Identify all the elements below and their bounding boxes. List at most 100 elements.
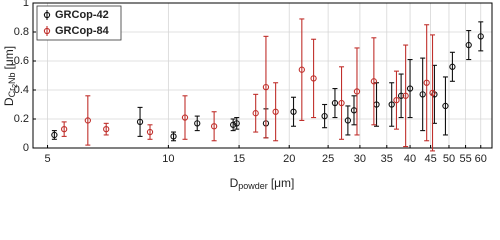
point-group: [310, 38, 317, 119]
y-tick-label: 0.4: [14, 84, 29, 96]
x-tick-label: 15: [233, 153, 245, 165]
point-group: [477, 21, 484, 52]
legend-marker: [43, 27, 51, 35]
point: [353, 88, 361, 95]
x-tick-label: 40: [404, 153, 416, 165]
point-group: [429, 34, 436, 152]
point-group: [350, 95, 358, 126]
point: [423, 79, 430, 86]
point-group: [210, 111, 218, 142]
x-tick-label: 55: [459, 153, 471, 165]
point: [170, 133, 177, 140]
point: [449, 63, 456, 70]
point: [84, 117, 91, 124]
chart: DCr2Nb[μm] Dpowder [μm] 00.20.40.60.815 10…: [2, 0, 493, 191]
point: [370, 78, 378, 85]
plot-frame: [32, 2, 493, 149]
point: [442, 102, 449, 110]
x-tick-label: 35: [381, 153, 393, 165]
x-tick-label: 60: [475, 153, 487, 165]
point-group: [194, 115, 201, 132]
legend-label: GRCop-84: [55, 25, 110, 37]
point: [61, 125, 68, 133]
point-group: [252, 93, 259, 133]
point: [272, 108, 279, 115]
x-tick-label: 20: [283, 153, 295, 165]
point-group: [449, 51, 456, 82]
y-label-sub: Cr: [7, 88, 17, 98]
point-group: [272, 82, 279, 142]
point-group: [230, 118, 237, 132]
point: [210, 123, 218, 130]
point: [262, 83, 270, 91]
x-label-unit: [μm]: [271, 176, 295, 190]
point-group: [442, 76, 449, 136]
point: [136, 118, 144, 126]
point: [230, 121, 237, 128]
point-group: [51, 130, 58, 140]
legend-box: [36, 5, 122, 41]
point-group: [103, 122, 110, 136]
point-group: [146, 124, 154, 140]
y-label-sub: 2: [12, 84, 19, 88]
point: [290, 108, 297, 115]
point: [402, 92, 409, 99]
point: [465, 41, 472, 49]
point-group: [338, 66, 345, 140]
point-group: [262, 35, 270, 139]
y-tick-label: 0.2: [14, 113, 29, 125]
point-group: [321, 103, 328, 129]
y-label-unit: [μm]: [2, 46, 16, 70]
point-group: [388, 82, 395, 127]
point-group: [370, 37, 378, 126]
point-group: [290, 96, 297, 127]
point-group: [465, 29, 472, 61]
point-group: [419, 57, 426, 132]
point-group: [406, 58, 414, 119]
x-tick-label: 30: [354, 153, 366, 165]
x-tick-label: 25: [322, 153, 334, 165]
y-label-main: D: [2, 97, 16, 106]
point: [252, 110, 259, 117]
point: [344, 117, 352, 124]
point-group: [61, 121, 68, 137]
point-group: [353, 47, 361, 136]
x-tick-label: 5: [44, 153, 50, 165]
point: [146, 128, 154, 136]
legend-label: GRCop-42: [55, 9, 109, 21]
y-axis-label: DCr2Nb [μm]: [2, 46, 19, 106]
point: [194, 120, 201, 127]
point-group: [397, 73, 405, 119]
point: [429, 89, 436, 97]
point: [298, 66, 305, 73]
point-group: [181, 95, 189, 140]
point-group: [344, 105, 352, 136]
point-group: [233, 117, 240, 130]
y-tick-label: 0.6: [14, 55, 29, 67]
point: [51, 131, 58, 139]
point-group: [298, 18, 305, 121]
point: [310, 75, 317, 82]
point: [477, 33, 484, 40]
y-tick-label: 1: [23, 0, 29, 9]
point: [338, 99, 345, 107]
point: [103, 125, 110, 133]
x-tick-label: 45: [424, 153, 436, 165]
point: [331, 99, 339, 107]
point-group: [136, 106, 144, 137]
y-tick-label: 0.8: [14, 26, 29, 38]
y-tick-label: 0: [23, 142, 29, 154]
x-tick-label: 10: [162, 153, 174, 165]
x-label-main: D: [230, 176, 239, 190]
point: [419, 91, 426, 98]
point-group: [84, 95, 91, 146]
point: [233, 120, 240, 127]
point-group: [393, 70, 400, 130]
x-tick-label: 50: [443, 153, 455, 165]
point: [388, 101, 395, 108]
x-label-sub: powder: [238, 181, 268, 191]
legend-marker: [43, 11, 51, 19]
x-axis-label: Dpowder [μm]: [230, 176, 295, 191]
y-label-sub: Nb: [7, 72, 17, 84]
point-group: [331, 88, 339, 119]
